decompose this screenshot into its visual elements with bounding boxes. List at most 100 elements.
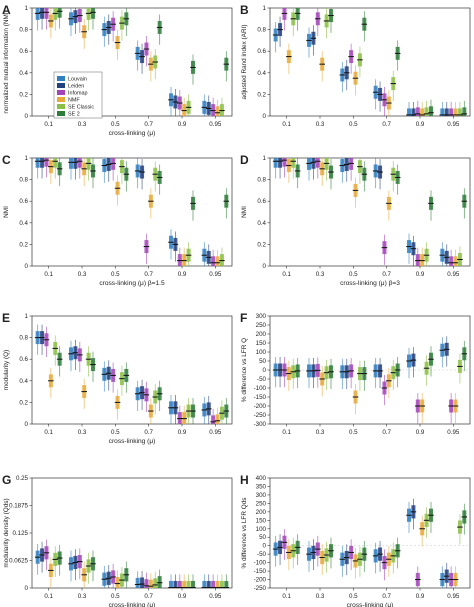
- y-tick-label: 50: [259, 358, 266, 365]
- y-tick-label: 0.2: [19, 91, 28, 98]
- box-leiden: [411, 108, 416, 116]
- x-tick-label: 0.5: [111, 271, 120, 278]
- box-nmf: [420, 254, 425, 266]
- box-leiden: [206, 580, 211, 588]
- box-infomap: [449, 108, 454, 116]
- panel-c: C 0 0.2 0.4 0.6 0.8 1 0.1 0.3 0.5 0.7 0.9 0.95 cross-…: [2, 153, 233, 287]
- y-tick-label: -250: [254, 585, 267, 592]
- box-infomap: [211, 104, 216, 116]
- panel-a: A 0 0.2 0.4 0.6 0.8 1 0.1 0.3 0.5 0.7 0.9 0.95 cross-…: [2, 3, 233, 137]
- box-infomap: [211, 415, 216, 424]
- box-infomap: [177, 412, 182, 424]
- x-tick-label: 0.9: [416, 121, 425, 128]
- y-tick-label: 150: [256, 340, 267, 347]
- y-tick-label: 0.6: [19, 48, 28, 55]
- panel-f: F -300 -250 -200 -150 -100 -50 0 50 100 150 200 250 3…: [240, 311, 471, 436]
- x-axis-label: cross-linking (μ): [109, 602, 156, 607]
- x-tick-label: 0.5: [111, 121, 120, 128]
- box-infomap: [282, 158, 287, 167]
- y-tick-label: -100: [254, 385, 267, 392]
- y-tick-label: 0.8: [19, 335, 28, 342]
- plot-frame: [269, 477, 471, 589]
- x-axis-label: cross-linking (μ): [109, 438, 156, 445]
- box-infomap: [349, 158, 354, 170]
- box-se-2: [157, 576, 162, 588]
- plot-frame: [269, 7, 471, 117]
- y-tick-label: 200: [256, 331, 267, 338]
- legend-swatch: [57, 111, 65, 116]
- box-infomap: [177, 254, 182, 266]
- plot-frame: [269, 157, 471, 267]
- box-infomap: [211, 256, 216, 266]
- x-tick-label: 0.3: [78, 271, 87, 278]
- y-tick-label: 0.8: [257, 177, 266, 184]
- box-se-classic: [457, 108, 462, 116]
- y-tick-label: -200: [254, 577, 267, 584]
- y-axis-label: normalized mutual information (NMI): [3, 10, 10, 113]
- y-tick-label: 1: [25, 313, 29, 320]
- panel-letter: F: [240, 311, 247, 325]
- x-tick-label: 0.9: [178, 271, 187, 278]
- box-se-classic: [219, 580, 224, 588]
- box-se-classic: [219, 254, 224, 266]
- panel-letter: A: [2, 3, 11, 17]
- y-axis-label: modularity density (Qds): [3, 498, 10, 567]
- x-tick-label: 0.7: [382, 121, 391, 128]
- x-tick-label: 0.95: [447, 593, 460, 600]
- box-louvain: [135, 577, 140, 588]
- box-nmf: [182, 412, 187, 424]
- panel-letter: B: [240, 3, 249, 17]
- box-nmf: [215, 580, 220, 588]
- legend-swatch: [57, 76, 65, 81]
- panel-letter: G: [2, 473, 11, 487]
- y-axis-label: % difference vs LFR Qds: [241, 498, 248, 569]
- x-tick-label: 0.3: [78, 121, 87, 128]
- legend-swatch: [57, 90, 65, 95]
- box-infomap: [282, 8, 287, 20]
- plot-frame: [31, 157, 233, 267]
- y-tick-label: 0.4: [19, 70, 28, 77]
- box-se-classic: [324, 158, 329, 170]
- box-se-2: [57, 8, 62, 18]
- y-tick-label: 0: [263, 367, 267, 374]
- x-axis-label: cross-linking (μ) β=1.5: [99, 280, 165, 287]
- box-louvain: [35, 158, 40, 168]
- box-se-classic: [53, 8, 58, 20]
- box-se-classic: [291, 158, 296, 168]
- box-infomap: [315, 158, 320, 168]
- y-tick-label: 0: [25, 263, 29, 270]
- y-tick-label: 1: [263, 155, 267, 162]
- y-tick-label: 0.125: [13, 530, 29, 537]
- y-tick-label: 0: [25, 585, 29, 592]
- x-tick-label: 0.9: [178, 121, 187, 128]
- box-se-2: [295, 8, 300, 20]
- box-se-2: [462, 107, 467, 116]
- box-se-classic: [219, 104, 224, 116]
- box-nmf: [453, 108, 458, 116]
- box-nmf: [182, 254, 187, 266]
- x-tick-label: 0.95: [209, 429, 222, 436]
- box-louvain: [307, 158, 311, 170]
- y-axis-label: % difference vs LFR Q: [241, 338, 248, 402]
- y-tick-label: 0.6: [19, 356, 28, 363]
- y-tick-label: -150: [254, 394, 267, 401]
- box-louvain: [35, 8, 40, 20]
- y-tick-label: -150: [254, 568, 267, 575]
- box-louvain: [69, 158, 73, 169]
- x-tick-label: 0.9: [416, 593, 425, 600]
- box-se-classic: [53, 158, 58, 168]
- legend-item-label: NMF: [68, 98, 80, 104]
- legend-item-label: SE Classic: [68, 105, 94, 111]
- y-axis-label: NMI: [3, 206, 10, 218]
- legend-swatch: [57, 83, 65, 88]
- x-tick-label: 0.5: [111, 429, 120, 436]
- box-se-classic: [186, 580, 191, 588]
- y-tick-label: 0.4: [257, 220, 266, 227]
- y-tick-label: 0: [263, 263, 267, 270]
- x-axis-label: cross-linking (μ) β=3: [340, 280, 400, 287]
- x-tick-label: 0.95: [209, 593, 222, 600]
- box-louvain: [440, 108, 445, 116]
- y-tick-label: -100: [254, 560, 267, 567]
- box-leiden: [311, 158, 316, 169]
